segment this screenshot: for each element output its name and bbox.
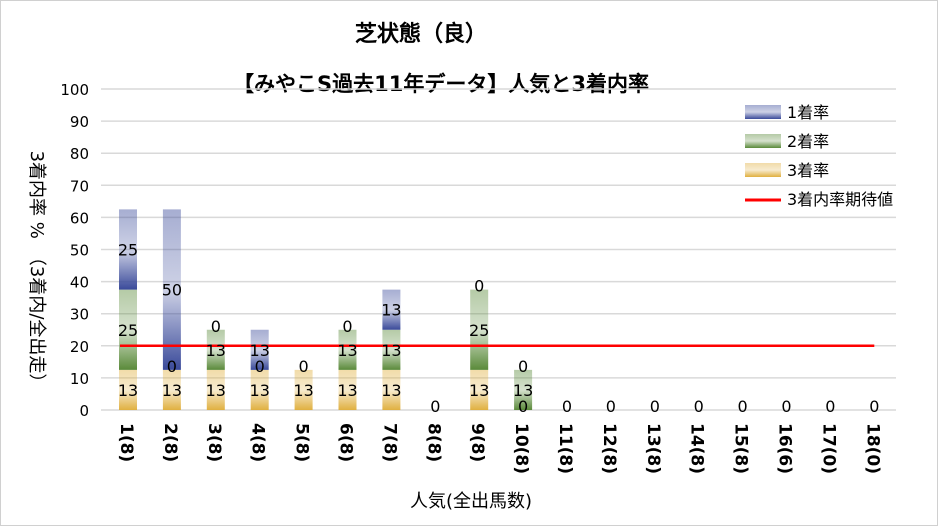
y-axis-label: 3着内率 % （3着内/全出走） xyxy=(26,151,47,392)
y-tick-label: 10 xyxy=(70,370,89,388)
y-tick-label: 90 xyxy=(70,113,89,131)
legend-swatch xyxy=(745,105,781,119)
x-tick-label: 14(8) xyxy=(687,423,707,474)
x-tick-label: 3(8) xyxy=(204,423,224,462)
data-label: 25 xyxy=(118,321,138,340)
data-label: 13 xyxy=(337,341,357,360)
bar-segment xyxy=(119,369,137,410)
data-label: 0 xyxy=(211,317,221,336)
data-label: 0 xyxy=(299,357,309,376)
bar-segment xyxy=(382,329,401,370)
data-label: 13 xyxy=(206,381,226,400)
data-label: 0 xyxy=(518,357,528,376)
x-tick-label: 9(8) xyxy=(467,423,487,462)
data-label: 0 xyxy=(738,397,748,416)
data-label: 13 xyxy=(381,301,401,320)
data-label: 0 xyxy=(430,397,440,416)
x-tick-label: 2(8) xyxy=(160,423,180,462)
x-tick-label: 5(8) xyxy=(292,423,312,462)
data-label: 0 xyxy=(825,397,835,416)
x-axis-label: 人気(全出馬数) xyxy=(410,491,532,512)
bar-segment xyxy=(162,209,181,370)
legend-label: 1着率 xyxy=(787,103,829,122)
y-tick-label: 20 xyxy=(70,338,89,356)
data-label: 0 xyxy=(167,357,177,376)
data-label: 50 xyxy=(162,281,182,300)
y-tick-label: 100 xyxy=(60,81,89,99)
data-label: 13 xyxy=(469,381,489,400)
x-tick-label: 1(8) xyxy=(116,423,136,462)
x-tick-label: 12(8) xyxy=(599,423,619,474)
x-tick-label: 10(8) xyxy=(511,423,531,474)
data-label: 0 xyxy=(650,397,660,416)
y-tick-label: 70 xyxy=(70,177,89,195)
data-label: 13 xyxy=(162,381,182,400)
data-label: 0 xyxy=(869,397,879,416)
bar-segment xyxy=(206,329,225,370)
data-label: 0 xyxy=(255,357,265,376)
data-label: 0 xyxy=(606,397,616,416)
data-label: 13 xyxy=(337,381,357,400)
bar-segment xyxy=(470,289,489,370)
x-tick-label: 6(8) xyxy=(336,423,356,462)
data-label: 13 xyxy=(381,341,401,360)
x-tick-label: 13(8) xyxy=(643,423,663,474)
x-tick-label: 11(8) xyxy=(555,423,575,474)
data-label: 0 xyxy=(694,397,704,416)
data-label: 0 xyxy=(474,277,484,296)
data-label: 0 xyxy=(518,397,528,416)
x-tick-label: 15(8) xyxy=(731,423,751,474)
y-tick-label: 0 xyxy=(79,402,89,420)
legend-label: 3着率 xyxy=(787,161,829,180)
y-tick-label: 30 xyxy=(70,306,89,324)
bar-segment xyxy=(119,209,137,290)
data-label: 13 xyxy=(250,381,270,400)
data-label: 0 xyxy=(342,317,352,336)
legend-swatch xyxy=(745,134,781,148)
x-tick-label: 4(8) xyxy=(248,423,268,462)
bar-segment xyxy=(382,289,401,330)
x-tick-label: 18(0) xyxy=(862,423,882,474)
bar-segment xyxy=(250,329,269,370)
chart-title: 芝状態（良） xyxy=(355,21,487,47)
bar-segment xyxy=(514,369,533,410)
y-tick-label: 50 xyxy=(70,242,89,260)
bar-segment xyxy=(250,369,269,410)
y-tick-label: 40 xyxy=(70,274,89,292)
data-label: 13 xyxy=(381,381,401,400)
bar-segment xyxy=(206,369,225,410)
x-tick-label: 16(6) xyxy=(775,423,795,474)
bar-segment xyxy=(294,369,313,410)
bar-segment xyxy=(382,369,401,410)
y-tick-label: 80 xyxy=(70,145,89,163)
legend-label: 3着内率期待値 xyxy=(787,190,893,209)
x-tick-label: 8(8) xyxy=(423,423,443,462)
legend-swatch xyxy=(745,163,781,177)
bar-segment xyxy=(338,329,357,370)
data-label: 25 xyxy=(118,241,138,260)
bar-segment xyxy=(119,289,137,370)
data-label: 13 xyxy=(206,341,226,360)
data-label: 0 xyxy=(781,397,791,416)
bar-segment xyxy=(162,369,181,410)
data-label: 0 xyxy=(562,397,572,416)
bar-segment xyxy=(470,369,489,410)
data-label: 13 xyxy=(293,381,313,400)
data-label: 13 xyxy=(250,341,270,360)
data-label: 13 xyxy=(118,381,138,400)
legend-label: 2着率 xyxy=(787,132,829,151)
x-tick-label: 17(0) xyxy=(818,423,838,474)
x-tick-label: 7(8) xyxy=(379,423,399,462)
chart-subtitle: 【みやこS過去11年データ】人気と3着内率 xyxy=(233,72,649,96)
bar-segment xyxy=(338,369,357,410)
data-label: 25 xyxy=(469,321,489,340)
data-label: 13 xyxy=(513,381,533,400)
y-tick-label: 60 xyxy=(70,209,89,227)
